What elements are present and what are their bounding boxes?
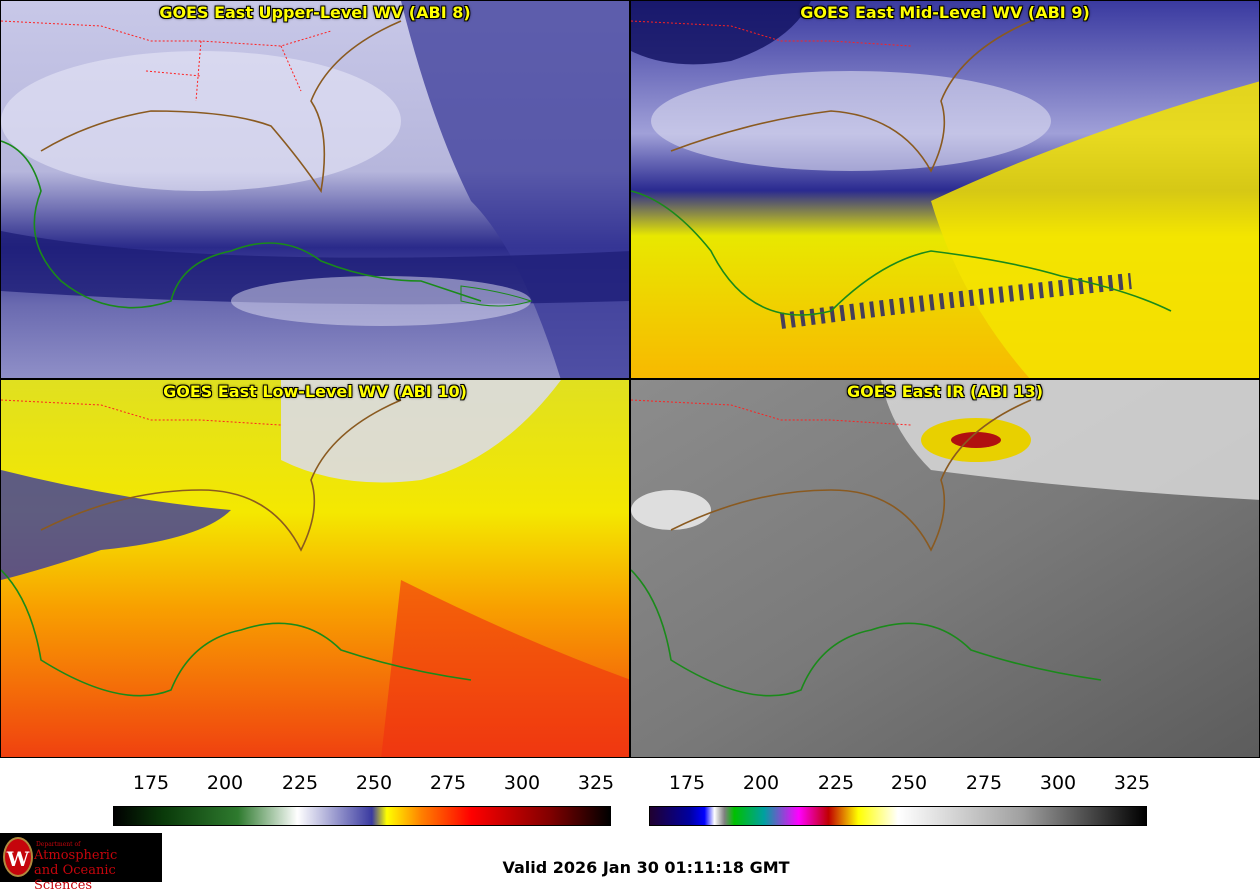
tick-label: 275: [429, 772, 467, 794]
tick-label: 325: [577, 772, 615, 794]
ir-image: [631, 380, 1259, 757]
tick-label: 275: [965, 772, 1003, 794]
panel-title: GOES East IR (ABI 13): [846, 382, 1044, 401]
logo-line2: Atmospheric: [34, 848, 118, 863]
panel-low-level-wv: GOES East Low-Level WV (ABI 10): [0, 379, 630, 758]
upper-level-wv-image: [1, 1, 629, 378]
logo-line1: Department of: [36, 841, 81, 848]
colorbar-ir: [649, 806, 1147, 826]
tick-label: 175: [132, 772, 170, 794]
panel-title: GOES East Upper-Level WV (ABI 8): [159, 3, 471, 22]
tick-label: 325: [1113, 772, 1151, 794]
panel-ir: GOES East IR (ABI 13): [630, 379, 1260, 758]
tick-label: 300: [503, 772, 541, 794]
uw-seal-icon: W: [3, 837, 33, 877]
low-level-wv-image: [1, 380, 629, 757]
panel-upper-level-wv: GOES East Upper-Level WV (ABI 8): [0, 0, 630, 379]
panel-title: GOES East Low-Level WV (ABI 10): [163, 382, 467, 401]
tick-label: 175: [668, 772, 706, 794]
colorbar-ticks-ir: 175 200 225 250 275 300 325: [649, 772, 1151, 806]
tick-label: 200: [206, 772, 244, 794]
valid-time: Valid 2026 Jan 30 01:11:18 GMT: [502, 858, 790, 877]
tick-label: 250: [355, 772, 393, 794]
tick-label: 250: [890, 772, 928, 794]
colorbar-ticks-wv: 175 200 225 250 275 300 325: [113, 772, 615, 806]
colorbar-wv: [113, 806, 611, 826]
mid-level-wv-image: [631, 1, 1259, 378]
tick-label: 225: [817, 772, 855, 794]
panel-title: GOES East Mid-Level WV (ABI 9): [800, 3, 1090, 22]
panel-mid-level-wv: GOES East Mid-Level WV (ABI 9): [630, 0, 1260, 379]
tick-label: 300: [1039, 772, 1077, 794]
tick-label: 225: [281, 772, 319, 794]
tick-label: 200: [742, 772, 780, 794]
aos-logo: W Department of Atmospheric and Oceanic …: [0, 833, 162, 893]
